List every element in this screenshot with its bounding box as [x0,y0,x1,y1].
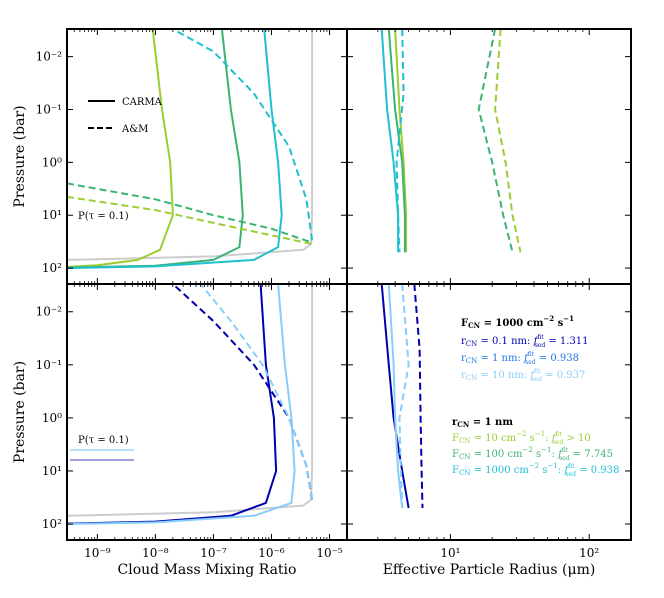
y-tick-label: 10⁻² [36,50,63,64]
legend-label: A&M [121,124,148,135]
y-tick-label: 10⁰ [42,155,62,169]
x-tick-label: 10⁻⁷ [200,546,227,560]
series-group [67,29,314,270]
axes-frame [66,28,348,285]
annotation-rcn-10nm: rCN = 10 nm: ffit sed = 0.937 [461,368,585,383]
x-tick-label: 10¹ [440,546,460,560]
y-tick-label: 10⁻² [36,305,63,319]
series-line-3 [398,284,410,509]
axes-frame [346,28,632,285]
y-tick-label: 10⁻¹ [36,358,62,372]
series-group [67,284,314,525]
series-line-1 [67,29,174,268]
series-line-2 [380,29,400,253]
series-line-0 [67,29,314,261]
annotation-rcn-title: rCN = 1 nm [452,417,513,429]
axes-frame [346,283,632,541]
annotation-fcn-1000: FCN = 1000 cm−2 s−1: ffit sed = 0.938 [452,462,619,478]
annotation-fcn-title: FCN = 1000 cm−2 s−1 [461,314,574,330]
x-axis-label: Cloud Mass Mixing Ratio [118,562,297,578]
x-axis-label: Effective Particle Radius (μm) [383,562,596,578]
annotation-fcn-10: FCN = 10 cm−2 s−1: ffit sed > 10 [452,430,591,446]
panel-bottom-left: 10⁻⁹ 10⁻⁸ 10⁻⁷ 10⁻⁶ 10⁻⁵ 10⁻² 10⁻¹ 10⁰ 10¹ 10² Pre… [12,283,348,578]
axes-frame [66,283,348,541]
y-tick-label: 10⁻¹ [36,103,62,117]
series-line-0 [380,284,410,509]
annotation-rcn-1nm: rCN = 1 nm: ffit sed = 0.938 [461,351,579,366]
x-tick-label: 10² [579,546,599,560]
tau-annotation: P(τ = 0.1) [78,211,129,222]
tau-annotation: P(τ = 0.1) [78,435,129,446]
series-line-2 [413,284,424,509]
series-line-1 [387,284,404,509]
annotation-rcn-0-1nm: rCN = 0.1 nm: ffit sed = 1.311 [461,334,589,349]
annotation-fcn-100: FCN = 100 cm−2 s−1: ffit sed = 7.745 [452,446,613,462]
series-line-1 [387,29,406,253]
series-line-2 [67,284,296,525]
series-line-3 [494,29,522,253]
y-axis-label: Pressure (bar) [12,105,28,207]
x-tick-label: 10⁻⁵ [316,546,343,560]
series-line-2 [67,29,244,269]
panel-top-right [346,28,632,285]
series-line-6 [172,29,314,241]
series-line-0 [394,29,408,253]
series-line-3 [172,284,314,500]
series-line-0 [67,284,314,517]
x-tick-label: 10⁻⁸ [142,546,169,560]
series-line-3 [67,29,283,270]
annotation-block: FCN = 1000 cm−2 s−1 rCN = 0.1 nm: ffit se… [452,314,619,478]
legend-label: CARMA [122,97,163,108]
y-tick-label: 10¹ [42,208,62,222]
y-tick-label: 10² [42,517,62,531]
series-line-5 [67,182,313,244]
series-line-4 [199,284,314,500]
series-group [380,29,522,253]
panel-bottom-right: 10¹ 10² Effective Particle Radius (μm) [346,283,632,578]
y-tick-label: 10² [42,261,62,275]
series-line-4 [67,195,313,245]
y-axis-label: Pressure (bar) [12,361,28,463]
series-line-4 [477,29,514,253]
series-line-5 [395,29,405,253]
series-line-1 [67,284,278,525]
y-tick-label: 10¹ [42,464,62,478]
series-group [380,284,424,509]
x-tick-label: 10⁻⁶ [258,546,285,560]
x-tick-label: 10⁻⁹ [84,546,111,560]
panel-top-left: 10⁻² 10⁻¹ 10⁰ 10¹ 10² Pressure (bar) CARMA A&M P… [12,28,348,285]
y-tick-label: 10⁰ [42,411,62,425]
